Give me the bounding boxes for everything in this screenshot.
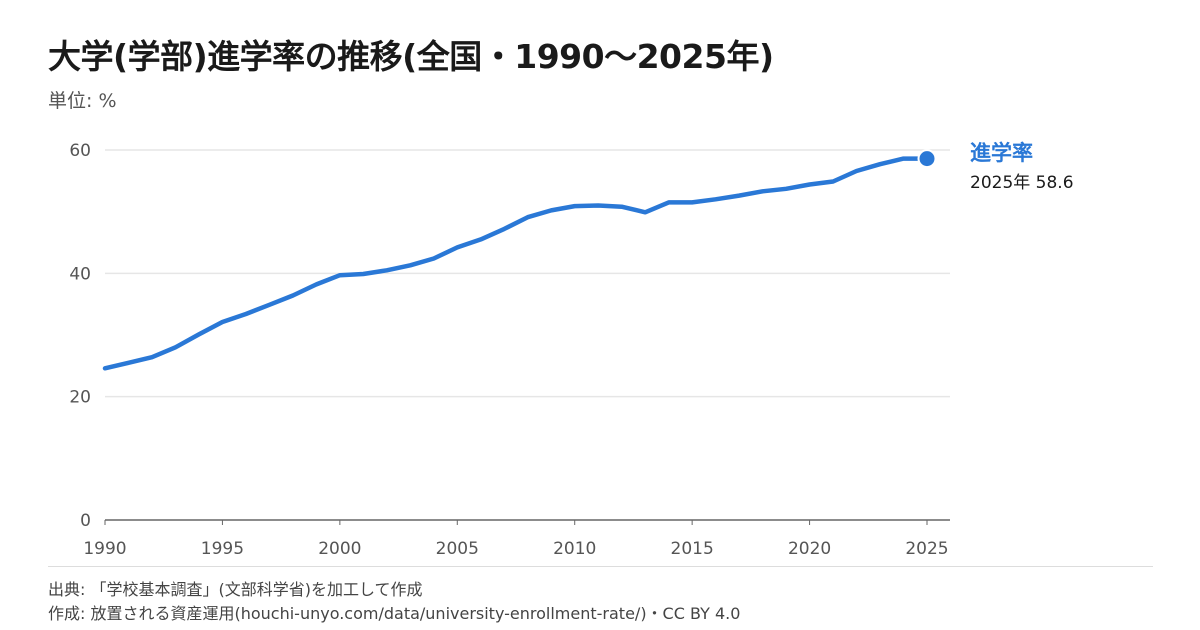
credit-note: 作成: 放置される資産運用(houchi-unyo.com/data/unive… bbox=[48, 604, 741, 623]
end-value-label: 2025年 58.6 bbox=[970, 173, 1074, 193]
x-tick-label: 1995 bbox=[201, 539, 244, 559]
series-name-label: 進学率 bbox=[970, 141, 1033, 165]
x-axis-tick-labels: 1990 1995 2000 2005 2010 2015 2020 2025 bbox=[83, 520, 949, 559]
x-tick-label: 2000 bbox=[318, 539, 361, 559]
x-tick-label: 2020 bbox=[788, 539, 831, 559]
source-note: 出典: 「学校基本調査」(文部科学省)を加工して作成 bbox=[48, 580, 423, 599]
y-tick-label: 0 bbox=[80, 511, 91, 531]
unit-label: 単位: % bbox=[48, 90, 117, 112]
y-tick-label: 60 bbox=[69, 141, 91, 161]
grid-lines bbox=[105, 149, 950, 398]
chart-title: 大学(学部)進学率の推移(全国・1990〜2025年) bbox=[48, 37, 774, 76]
y-axis-tick-labels: 0 20 40 60 bbox=[69, 141, 91, 531]
footer: 出典: 「学校基本調査」(文部科学省)を加工して作成 作成: 放置される資産運用… bbox=[48, 578, 740, 626]
x-tick-label: 2025 bbox=[905, 539, 948, 559]
series-line bbox=[102, 156, 930, 371]
footer-divider bbox=[48, 566, 1153, 567]
end-point-marker bbox=[917, 149, 937, 169]
y-tick-label: 20 bbox=[69, 388, 91, 408]
x-tick-label: 2005 bbox=[436, 539, 479, 559]
x-tick-label: 2015 bbox=[671, 539, 714, 559]
x-tick-label: 1990 bbox=[83, 539, 126, 559]
y-tick-label: 40 bbox=[69, 264, 91, 284]
series-layer bbox=[102, 149, 937, 371]
x-tick-label: 2010 bbox=[553, 539, 596, 559]
end-label: 進学率 2025年 58.6 bbox=[970, 141, 1074, 193]
